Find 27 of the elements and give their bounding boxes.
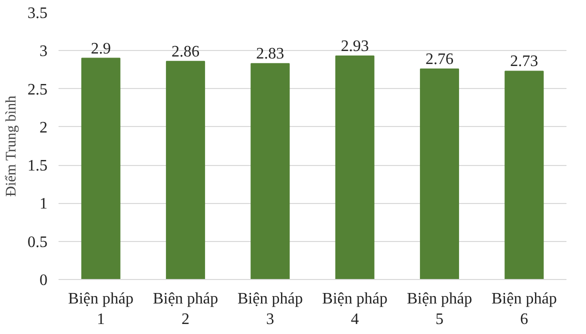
x-tick-label: Biện pháp 6	[492, 290, 557, 328]
y-tick-label: 3.5	[28, 5, 48, 22]
x-tick-label: Biện pháp 3	[238, 290, 303, 328]
data-label: 2.86	[172, 43, 200, 60]
bar	[81, 58, 120, 280]
bar	[504, 70, 544, 280]
data-label: 2.83	[256, 46, 284, 63]
data-label: 2.73	[510, 53, 538, 70]
bar	[335, 55, 374, 280]
data-label: 2.93	[340, 38, 369, 55]
x-tick-label: Biện pháp 1	[68, 290, 134, 328]
data-label: 2.76	[426, 50, 454, 68]
y-axis-title: Điểm Trung bình	[4, 94, 20, 197]
y-tick-label: 0.5	[28, 234, 48, 251]
x-tick-label: Biện pháp 4	[322, 290, 388, 328]
y-tick-label: 2.5	[28, 81, 48, 98]
y-tick-label: 1.5	[28, 158, 48, 175]
bar	[250, 63, 290, 280]
y-tick-label: 1	[40, 196, 48, 213]
y-tick-label: 2	[40, 119, 48, 136]
bar	[166, 60, 206, 280]
x-tick-label: Biện pháp 2	[152, 290, 218, 328]
y-tick-label: 0	[40, 272, 48, 289]
bar	[420, 68, 460, 280]
data-label: 2.9	[90, 40, 111, 58]
y-tick-label: 3	[40, 43, 48, 60]
x-tick-label: Biện pháp 5	[406, 290, 472, 328]
